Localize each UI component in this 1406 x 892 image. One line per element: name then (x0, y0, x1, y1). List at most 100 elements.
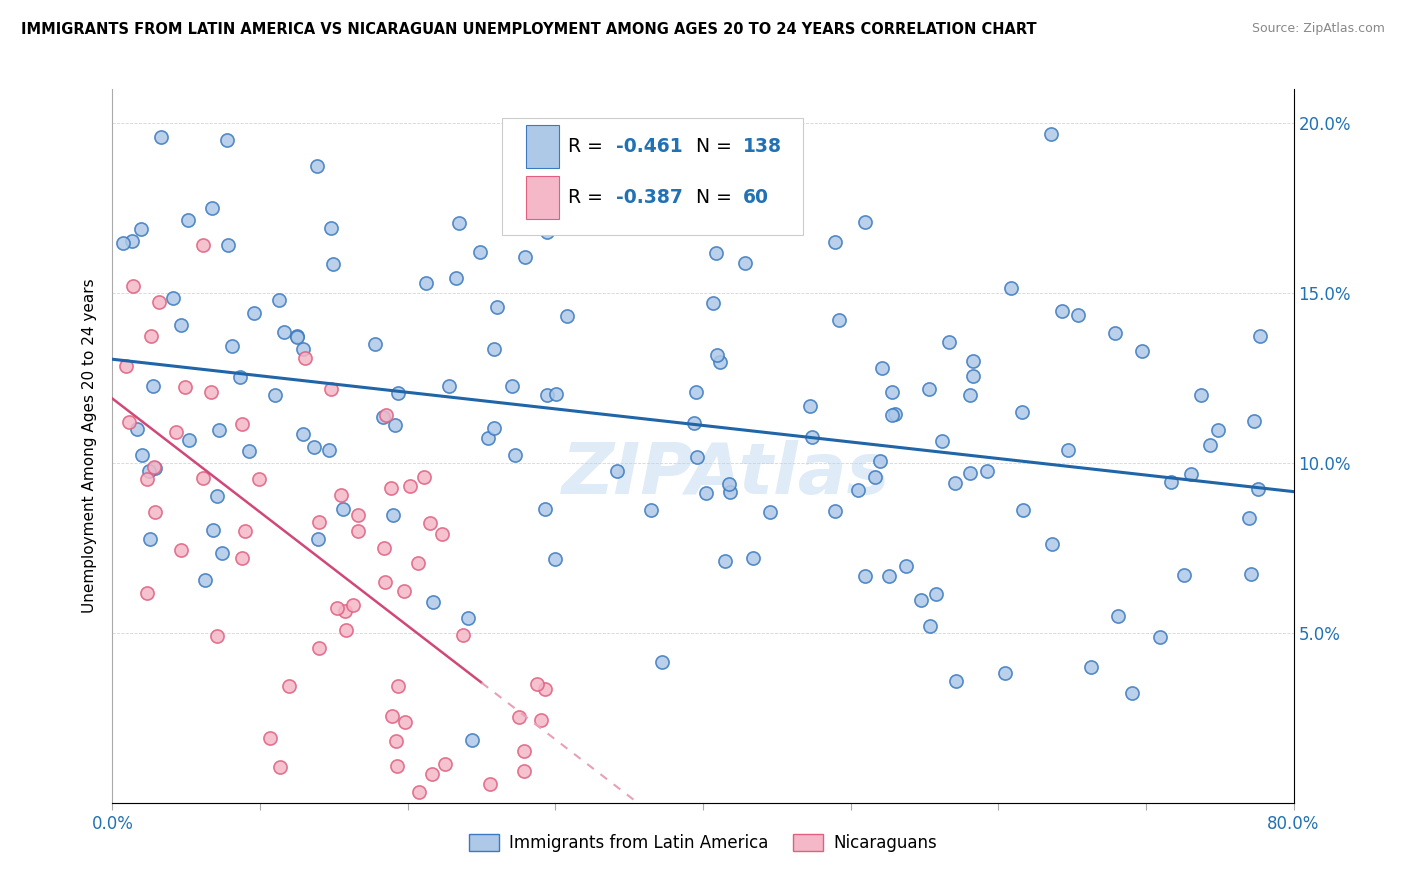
Point (125, 422, 148, 436)
Point (408, 785, 430, 799)
Y-axis label: Unemployment Among Ages 20 to 24 years: Unemployment Among Ages 20 to 24 years (82, 278, 97, 614)
Point (335, 623, 357, 637)
Point (308, 515, 330, 529)
Point (422, 595, 444, 609)
Point (482, 420, 505, 434)
Point (375, 408, 398, 422)
Point (1107, 609, 1129, 624)
Point (1012, 502, 1035, 516)
Point (534, 502, 557, 516)
Point (449, 216, 471, 230)
Point (943, 475, 966, 490)
Point (373, 541, 395, 555)
Point (884, 407, 907, 421)
Point (544, 387, 567, 401)
Point (461, 733, 484, 747)
Point (824, 235, 846, 250)
Point (406, 556, 429, 570)
Point (1057, 443, 1080, 458)
Point (285, 329, 308, 343)
Point (446, 271, 468, 285)
Text: 138: 138 (744, 136, 782, 156)
Point (231, 417, 253, 432)
Point (994, 666, 1017, 681)
Point (149, 130, 172, 145)
Point (1000, 281, 1022, 295)
Point (959, 388, 981, 402)
Point (247, 472, 270, 486)
Point (799, 399, 821, 413)
Text: 60: 60 (744, 187, 769, 207)
Point (381, 508, 404, 522)
Point (1130, 343, 1153, 358)
Point (135, 586, 157, 600)
Point (1206, 423, 1229, 437)
Point (706, 348, 728, 362)
Point (121, 234, 143, 248)
Point (278, 679, 301, 693)
FancyBboxPatch shape (526, 125, 560, 168)
Point (931, 434, 953, 448)
Point (302, 440, 325, 454)
Point (193, 237, 215, 252)
Point (392, 583, 415, 598)
Point (513, 764, 536, 778)
Point (138, 464, 160, 478)
Point (508, 710, 530, 724)
Point (217, 133, 239, 147)
Point (138, 533, 160, 547)
Point (1121, 686, 1143, 700)
Point (709, 355, 731, 369)
Point (1249, 329, 1271, 343)
Point (273, 325, 295, 339)
Point (718, 476, 741, 491)
Point (1040, 127, 1063, 141)
Point (503, 448, 526, 462)
Point (143, 460, 166, 475)
Text: N =: N = (696, 187, 738, 207)
Text: N =: N = (696, 136, 738, 156)
Point (468, 244, 491, 259)
Text: ZIPAtlas: ZIPAtlas (562, 440, 891, 509)
Point (170, 318, 193, 332)
Point (318, 443, 340, 458)
Point (385, 733, 408, 747)
Point (962, 354, 984, 368)
Point (332, 501, 354, 516)
Point (205, 630, 228, 644)
Point (1040, 537, 1063, 551)
Point (828, 312, 851, 326)
Text: -0.387: -0.387 (616, 187, 682, 207)
Point (322, 257, 344, 271)
Point (714, 554, 737, 568)
Point (706, 245, 728, 260)
Point (1239, 567, 1261, 582)
Point (294, 351, 316, 366)
Point (734, 256, 756, 270)
Text: IMMIGRANTS FROM LATIN AMERICA VS NICARAGUAN UNEMPLOYMENT AMONG AGES 20 TO 24 YEA: IMMIGRANTS FROM LATIN AMERICA VS NICARAG… (21, 22, 1036, 37)
Point (399, 479, 422, 493)
Point (131, 448, 153, 462)
Point (412, 470, 434, 484)
Point (863, 470, 886, 484)
Point (142, 460, 165, 475)
Point (122, 278, 145, 293)
Point (882, 408, 904, 422)
Point (1173, 568, 1195, 582)
Point (176, 212, 198, 227)
Point (962, 368, 984, 383)
Point (387, 679, 409, 693)
Point (387, 386, 409, 401)
Point (162, 291, 184, 305)
Point (869, 454, 891, 468)
Point (1237, 511, 1260, 525)
Point (526, 677, 548, 691)
Point (846, 483, 869, 497)
Point (534, 681, 557, 696)
Point (394, 714, 416, 729)
Point (742, 550, 765, 565)
Point (292, 343, 315, 357)
Point (513, 743, 536, 757)
Point (702, 296, 724, 310)
Point (477, 432, 499, 446)
